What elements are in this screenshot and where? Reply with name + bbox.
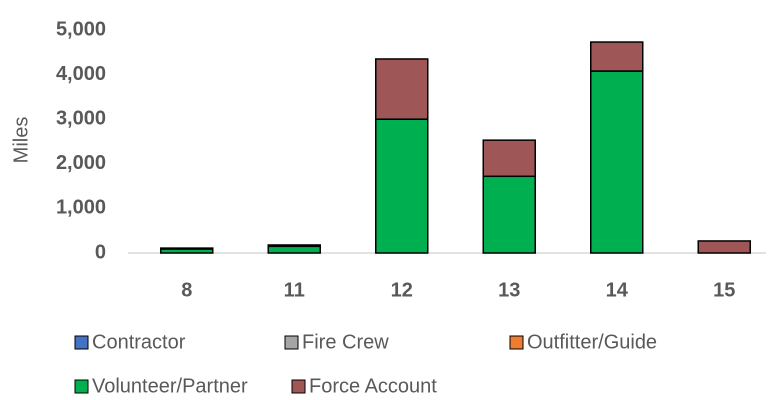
x-tick-label: 14 <box>606 279 629 301</box>
legend-label: Force Account <box>309 375 437 397</box>
bar-segment <box>375 58 429 120</box>
x-tick-label: 15 <box>713 279 735 301</box>
x-tick-label: 13 <box>498 279 520 301</box>
legend-label: Volunteer/Partner <box>92 375 248 397</box>
y-tick-label: 4,000 <box>56 63 106 85</box>
legend-swatch <box>284 335 299 350</box>
legend-swatch <box>509 335 524 350</box>
x-tick-label: 8 <box>181 279 192 301</box>
legend-label: Outfitter/Guide <box>527 331 657 353</box>
bar-segment <box>590 70 644 254</box>
legend-swatch <box>291 379 306 394</box>
bar-segment <box>482 175 536 254</box>
legend-swatch <box>74 335 89 350</box>
y-tick-label: 0 <box>95 241 106 263</box>
legend-label: Contractor <box>92 331 186 353</box>
bar-segment <box>697 240 751 254</box>
bar-segment <box>482 139 536 178</box>
y-tick-label: 3,000 <box>56 107 106 129</box>
x-tick-label: 11 <box>284 279 305 301</box>
y-tick-label: 2,000 <box>56 152 106 174</box>
y-tick-label: 5,000 <box>56 18 106 40</box>
bar-segment <box>267 244 321 248</box>
y-axis-label: Miles <box>10 117 32 164</box>
bar-segment <box>267 245 321 254</box>
bar-segment <box>375 118 429 254</box>
x-tick-label: 12 <box>391 279 413 301</box>
bar-segment <box>160 247 214 250</box>
legend-label: Fire Crew <box>302 331 389 353</box>
legend-swatch <box>74 379 89 394</box>
y-tick-label: 1,000 <box>56 197 106 219</box>
bar-segment <box>590 41 644 72</box>
